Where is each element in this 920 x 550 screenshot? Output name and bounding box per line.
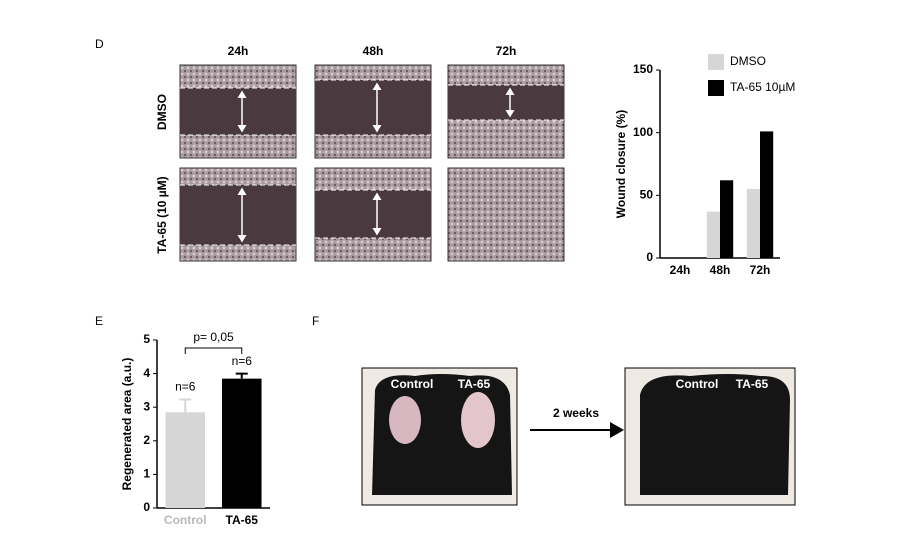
bar — [760, 131, 774, 258]
y-tick-label: 3 — [143, 399, 150, 413]
row-label: DMSO — [155, 94, 169, 130]
wound-gap — [315, 80, 431, 135]
legend-swatch — [708, 80, 724, 96]
y-axis-label: Wound closure (%) — [614, 110, 628, 218]
bar — [165, 412, 206, 508]
y-tick-label: 100 — [633, 125, 653, 139]
bar — [720, 180, 734, 258]
panel-label: F — [312, 314, 319, 328]
bracket-label: p= 0,05 — [193, 330, 234, 344]
micrographs: 24h 48h 72h DMSO TA-65 (10 µM) — [155, 44, 565, 262]
annotation: n=6 — [232, 354, 253, 368]
bar — [221, 378, 262, 508]
time-label: 24h — [228, 44, 249, 58]
panel-label: E — [95, 314, 103, 328]
y-tick-label: 150 — [633, 62, 653, 76]
time-label: 48h — [363, 44, 384, 58]
shaved-area — [389, 396, 421, 444]
y-tick-label: 1 — [143, 467, 150, 481]
x-tick-label: TA-65 — [226, 513, 259, 527]
wound-gap — [315, 190, 431, 238]
photo-label: TA-65 — [458, 377, 491, 391]
x-tick-label: 48h — [710, 263, 731, 277]
annotation: n=6 — [175, 380, 196, 394]
y-tick-label: 0 — [646, 250, 653, 264]
time-label: 72h — [496, 44, 517, 58]
y-tick-label: 0 — [143, 500, 150, 514]
error-bar — [179, 398, 192, 413]
y-tick-label: 50 — [640, 188, 654, 202]
photo-label: Control — [676, 377, 719, 391]
wound-gap — [448, 85, 564, 120]
bar — [746, 189, 760, 258]
bracket — [184, 347, 243, 354]
mice — [640, 374, 790, 495]
y-tick-label: 4 — [143, 366, 150, 380]
legend-swatch — [708, 54, 724, 70]
y-axis-label: Regenerated area (a.u.) — [120, 358, 134, 491]
photo-panel: Control TA-65 2 weeks Control TA-65 — [361, 367, 796, 506]
y-tick-label: 2 — [143, 433, 150, 447]
panel-label: D — [95, 37, 104, 51]
row-label: TA-65 (10 µM) — [155, 176, 169, 253]
micrograph — [447, 167, 565, 262]
error-bar — [235, 372, 248, 379]
legend-label: TA-65 10µM — [730, 80, 795, 94]
photo-label: Control — [391, 377, 434, 391]
wound-gap — [180, 88, 296, 135]
wound-gap — [180, 185, 296, 245]
shaved-area — [461, 392, 495, 448]
bar — [706, 211, 720, 258]
legend-label: DMSO — [730, 54, 766, 68]
x-tick-label: 72h — [750, 263, 771, 277]
x-tick-label: Control — [164, 513, 207, 527]
photo-label: TA-65 — [736, 377, 769, 391]
x-tick-label: 24h — [670, 263, 691, 277]
arrow-label: 2 weeks — [553, 406, 599, 420]
y-tick-label: 5 — [143, 332, 150, 346]
